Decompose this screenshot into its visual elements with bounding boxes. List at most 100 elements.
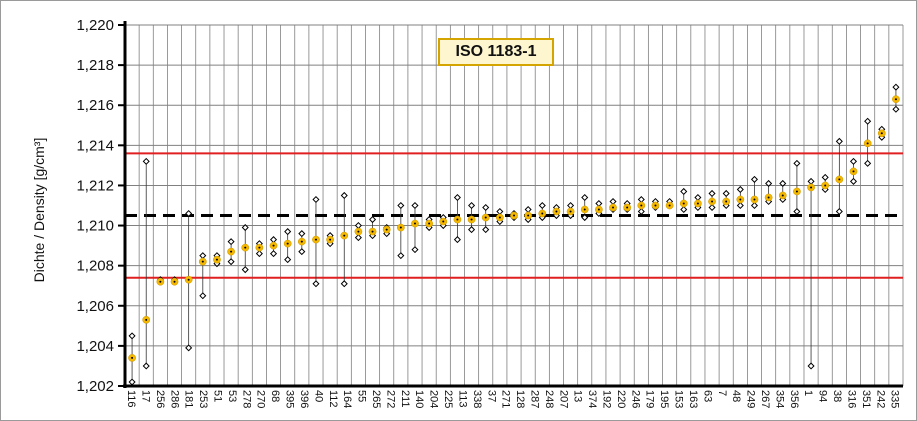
mean-marker-center — [513, 214, 515, 217]
mean-marker-center — [682, 202, 685, 205]
replicate-max-marker — [354, 222, 362, 230]
x-tick-label: 192 — [601, 390, 613, 408]
y-axis-title: Dichte / Density [g/cm³] — [31, 138, 47, 283]
x-tick-label: 225 — [442, 390, 454, 408]
x-tick-label: 253 — [197, 390, 209, 408]
x-tick-label: 242 — [874, 390, 886, 408]
x-tick-label: 374 — [586, 390, 598, 408]
x-tick-label: 316 — [845, 390, 857, 408]
x-tick-label: 181 — [183, 390, 195, 408]
replicate-max-marker — [496, 207, 504, 216]
x-tick-label: 140 — [413, 390, 425, 408]
x-tick-label: 204 — [428, 390, 440, 408]
replicate-max-marker — [849, 157, 858, 165]
x-tick-label: 278 — [240, 390, 252, 408]
replicate-min-marker — [849, 177, 858, 185]
x-tick-label: 256 — [154, 390, 166, 408]
mean-marker-center — [838, 178, 841, 181]
replicate-min-marker — [298, 248, 306, 256]
y-tick-label: 1,202 — [76, 378, 114, 395]
y-tick-label: 1,216 — [76, 97, 114, 114]
x-tick-labels: 116 17 256 286 181 253 51 53 278 270 68 395 396 40 112… — [125, 390, 901, 408]
x-tick-label: 53 — [226, 390, 238, 402]
replicate-min-marker — [581, 213, 589, 222]
mean-marker-center — [866, 142, 869, 145]
replicate-max-marker — [637, 195, 645, 204]
replicate-min-marker — [255, 250, 263, 258]
mean-marker-center — [725, 200, 728, 203]
x-tick-label: 179 — [644, 390, 656, 408]
x-tick-label: 248 — [543, 390, 555, 408]
mean-marker-center — [626, 206, 629, 209]
replicate-min-marker — [482, 226, 490, 234]
replicate-max-marker — [199, 252, 207, 260]
x-tick-label: 396 — [298, 390, 310, 408]
x-tick-label: 17 — [139, 390, 151, 402]
mean-marker-center — [428, 222, 431, 225]
x-tick-label: 220 — [615, 390, 627, 408]
y-tick-label: 1,210 — [76, 218, 114, 235]
y-tick-label: 1,214 — [76, 137, 114, 154]
replicate-max-marker — [835, 137, 843, 145]
replicate-min-marker — [397, 252, 405, 260]
x-tick-label: 37 — [485, 390, 497, 402]
mean-marker-center — [810, 186, 813, 189]
y-tick-label: 1,208 — [76, 258, 114, 275]
mean-marker-center — [173, 280, 176, 283]
x-tick-label: 246 — [629, 390, 641, 408]
mean-marker-center — [399, 226, 402, 229]
x-tick-label: 163 — [687, 390, 699, 408]
replicate-max-marker — [227, 238, 235, 246]
x-tick-label: 153 — [673, 390, 685, 408]
x-tick-label: 351 — [860, 390, 872, 408]
x-tick-label: 164 — [341, 390, 353, 408]
replicate-max-marker — [128, 332, 136, 340]
x-tick-label: 335 — [889, 390, 901, 408]
replicate-max-marker — [694, 193, 702, 202]
x-tick-label: 48 — [730, 390, 742, 402]
replicate-min-marker — [241, 266, 249, 274]
mean-marker-center — [555, 210, 558, 213]
x-tick-label: 207 — [557, 390, 569, 408]
replicate-max-marker — [821, 173, 829, 181]
mean-marker-center — [343, 234, 346, 237]
mean-marker-center — [597, 208, 600, 211]
replicate-min-marker — [128, 378, 136, 386]
replicate-min-marker — [312, 280, 320, 288]
replicate-min-marker — [199, 292, 207, 300]
replicate-max-marker — [185, 209, 193, 218]
mean-marker-center — [880, 132, 883, 135]
x-tick-label: 267 — [759, 390, 771, 408]
x-tick-label: 338 — [471, 390, 483, 408]
replicate-max-marker — [609, 197, 617, 206]
axes — [118, 21, 903, 388]
replicate-max-marker — [284, 228, 292, 236]
x-tick-label: 55 — [356, 390, 368, 402]
replicate-max-marker — [736, 185, 744, 193]
replicate-min-marker — [453, 236, 461, 244]
replicate-max-marker — [468, 201, 476, 210]
mean-marker-center — [541, 212, 544, 215]
mean-marker-center — [159, 280, 162, 283]
replicate-max-marker — [142, 157, 150, 165]
mean-marker-center — [145, 318, 148, 321]
replicate-max-marker — [312, 195, 320, 204]
replicate-max-marker — [765, 179, 773, 187]
mean-marker-center — [484, 216, 487, 219]
x-tick-label: 63 — [701, 390, 713, 402]
x-tick-label: 286 — [168, 390, 180, 408]
replicate-min-marker — [736, 201, 744, 210]
replicate-max-marker — [567, 201, 575, 210]
replicate-min-marker — [269, 250, 278, 258]
x-tick-label: 271 — [500, 390, 512, 408]
replicate-max-marker — [269, 236, 278, 244]
x-tick-label: 116 — [125, 390, 137, 408]
mean-marker-center — [612, 206, 615, 209]
replicate-max-marker — [595, 199, 603, 208]
replicate-max-marker — [241, 224, 249, 232]
replicate-max-marker — [298, 230, 306, 238]
mean-marker-center — [527, 214, 530, 217]
x-tick-label: 112 — [327, 390, 339, 408]
replicate-max-marker — [369, 216, 377, 224]
